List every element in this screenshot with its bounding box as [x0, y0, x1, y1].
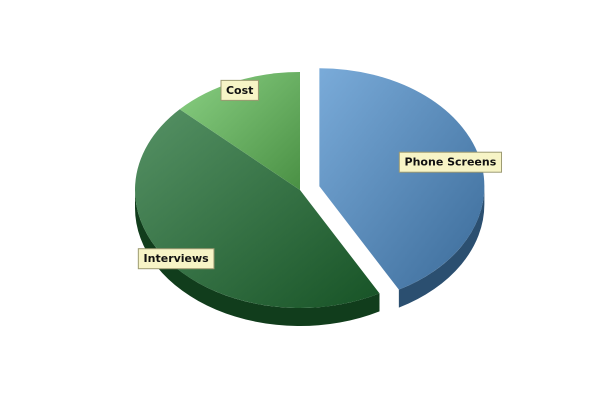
pie-wall-phone-screens: [398, 186, 485, 308]
pie-slice-phone-screens: [319, 68, 485, 290]
pie-label-box: [137, 248, 215, 270]
pie-label-text: Interviews: [144, 252, 210, 265]
pie-label-text: Cost: [226, 84, 253, 97]
pie-walls: [134, 186, 485, 326]
pie-label-phone-screens: Phone Screens: [398, 151, 503, 173]
pie-label-interviews: Interviews: [137, 248, 215, 270]
pie-tops: [135, 68, 485, 308]
pie-labels: Phone Screens Interviews Cost: [137, 79, 503, 270]
pie-label-text: Phone Screens: [405, 156, 497, 169]
pie-wall-interviews: [134, 190, 380, 326]
pie-label-cost: Cost: [220, 79, 259, 101]
pie-slice-cost: [179, 72, 300, 190]
pie-label-box: [220, 79, 259, 101]
pie-label-box: [398, 151, 503, 173]
